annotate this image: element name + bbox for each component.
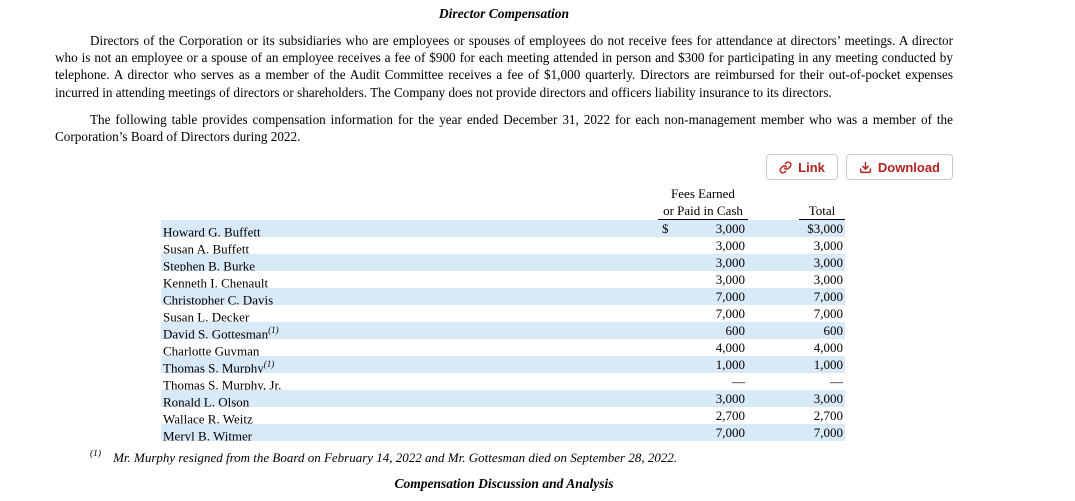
table-row: Howard G. Buffett $3,000 $3,000 (161, 220, 845, 238)
document-title: Director Compensation (438, 6, 570, 21)
table-row: Thomas S. Murphy, Jr. — — (161, 373, 845, 390)
director-name-cell: Susan A. Buffett (163, 241, 250, 255)
fees-cell: 3,000 (715, 272, 745, 288)
fees-cell: 3,000 (715, 391, 745, 407)
table-row: Thomas S. Murphy(1) 1,000 1,000 (161, 356, 845, 374)
compensation-table-body: Howard G. Buffett $3,000 $3,000 Susan A.… (161, 220, 845, 442)
total-cell: 2,700 (813, 408, 843, 424)
column-gap (748, 390, 790, 407)
column-gap (748, 220, 790, 237)
document-page: Director Compensation Directors of the C… (55, 0, 953, 492)
column-gap (748, 254, 790, 271)
total-cell: $3,000 (807, 221, 843, 237)
column-header-total: Total (790, 203, 845, 221)
director-name-cell: Susan L. Decker (163, 309, 250, 323)
column-gap (748, 237, 790, 254)
download-button[interactable]: Download (845, 154, 953, 181)
table-row: Meryl B. Witmer 7,000 7,000 (161, 424, 845, 442)
table-row: Charlotte Guyman 4,000 4,000 (161, 339, 845, 356)
director-name-cell: Wallace R. Weitz (163, 411, 253, 425)
table-row: Wallace R. Weitz 2,700 2,700 (161, 407, 845, 424)
director-name-cell: Thomas S. Murphy(1) (163, 359, 275, 374)
fees-cell: 3,000 (715, 238, 745, 254)
total-cell: 7,000 (813, 306, 843, 322)
column-gap (748, 271, 790, 288)
column-header-fees-line1: Fees Earned (671, 186, 735, 202)
total-cell: 3,000 (813, 272, 843, 288)
download-button-label: Download (877, 159, 940, 175)
column-gap (748, 322, 790, 339)
total-cell: 3,000 (813, 391, 843, 407)
fees-cell: 7,000 (715, 425, 745, 441)
fees-cell: — (732, 374, 745, 390)
next-section-heading: Compensation Discussion and Analysis (394, 476, 614, 492)
total-cell: 3,000 (813, 255, 843, 271)
paragraph-director-fees: Directors of the Corporation or its subs… (55, 33, 953, 100)
director-name-cell: Howard G. Buffett (163, 224, 261, 238)
director-name-cell: Charlotte Guyman (163, 343, 260, 357)
director-name-cell: Meryl B. Witmer (163, 428, 253, 442)
table-header-line1: Fees Earned (161, 186, 845, 203)
director-name-cell: David S. Gottesman(1) (163, 325, 279, 340)
column-gap (748, 339, 790, 356)
total-cell: 1,000 (813, 357, 843, 373)
total-cell: 600 (823, 323, 844, 339)
column-header-fees-line2: or Paid in Cash (658, 203, 748, 221)
fees-cell: 7,000 (715, 289, 745, 305)
total-cell: 7,000 (813, 289, 843, 305)
table-row: Christopher C. Davis 7,000 7,000 (161, 288, 845, 306)
column-gap (748, 356, 790, 373)
table-row: Kenneth I. Chenault 3,000 3,000 (161, 271, 845, 288)
link-button[interactable]: Link (766, 154, 838, 181)
download-icon (859, 161, 872, 174)
total-cell: 4,000 (813, 340, 843, 356)
director-name-cell: Kenneth I. Chenault (163, 275, 269, 289)
table-row: David S. Gottesman(1) 600 600 (161, 322, 845, 340)
paragraph-table-intro: The following table provides compensatio… (55, 111, 953, 145)
column-gap (748, 424, 790, 441)
footnote-marker: (1) (90, 449, 102, 460)
table-row: Ronald L. Olson 3,000 3,000 (161, 390, 845, 408)
table-row: Susan A. Buffett 3,000 3,000 (161, 237, 845, 254)
column-gap (748, 305, 790, 322)
compensation-table: Fees Earned or Paid in Cash Total Howard… (161, 186, 845, 442)
total-cell: 7,000 (813, 425, 843, 441)
column-gap (748, 373, 790, 390)
table-header-line2: or Paid in Cash Total (161, 203, 845, 221)
fees-cell: 2,700 (715, 408, 745, 424)
column-gap (748, 288, 790, 305)
footnote: (1) Mr. Murphy resigned from the Board o… (90, 449, 953, 466)
fees-cell: 3,000 (715, 255, 745, 271)
director-name-cell: Stephen B. Burke (163, 258, 256, 272)
document-toolbar: Link Download (55, 154, 953, 181)
fees-cell: 1,000 (715, 357, 745, 373)
fees-cell: $3,000 (662, 221, 745, 237)
director-name-cell: Ronald L. Olson (163, 394, 250, 408)
director-name-cell: Thomas S. Murphy, Jr. (163, 377, 282, 391)
fees-cell: 600 (725, 323, 746, 339)
column-gap (748, 407, 790, 424)
link-icon (779, 161, 792, 174)
footnote-text: Mr. Murphy resigned from the Board on Fe… (113, 450, 678, 466)
column-header-total-label: Total (799, 203, 845, 221)
total-cell: — (830, 374, 843, 390)
table-row: Susan L. Decker 7,000 7,000 (161, 305, 845, 322)
table-row: Stephen B. Burke 3,000 3,000 (161, 254, 845, 272)
fees-cell: 7,000 (715, 306, 745, 322)
director-name-cell: Christopher C. Davis (163, 292, 274, 306)
fees-cell: 4,000 (715, 340, 745, 356)
total-cell: 3,000 (813, 238, 843, 254)
link-button-label: Link (798, 159, 825, 175)
